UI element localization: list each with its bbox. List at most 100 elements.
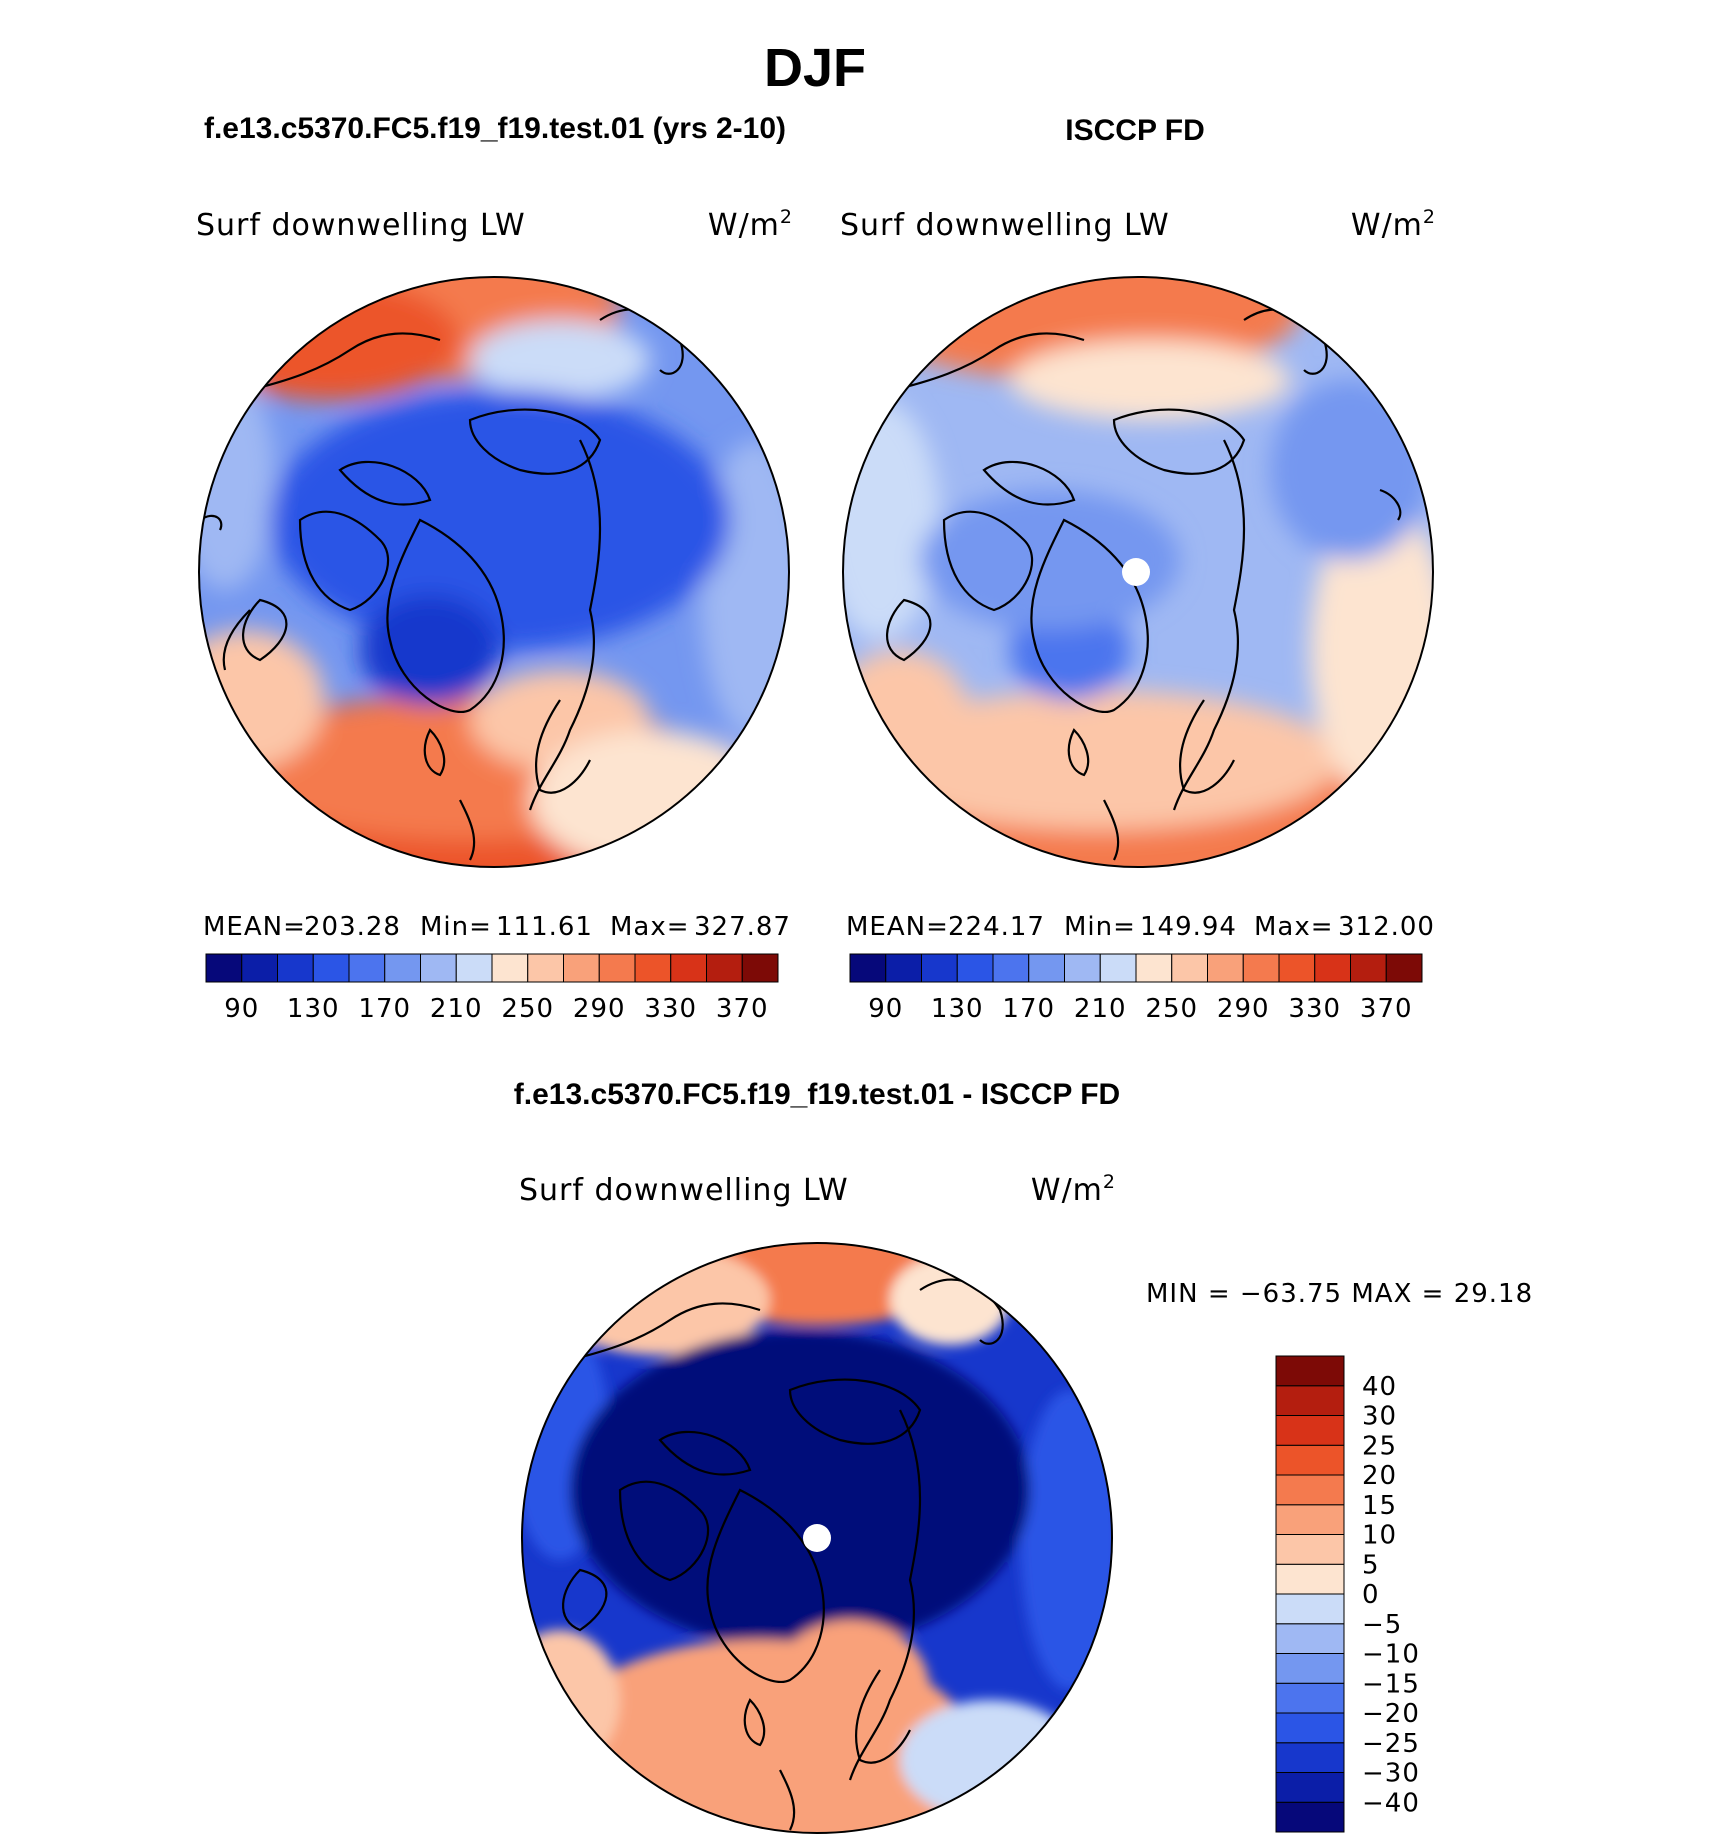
colorbar-tick-label: 290 [573, 994, 626, 1024]
colorbar-swatch [1275, 1653, 1345, 1684]
panel-model-variable: Surf downwelling LW [196, 208, 526, 243]
colorbar-swatch [1385, 953, 1423, 983]
stat-min-label: Min= [1064, 912, 1136, 942]
colorbar-tick-label: 10 [1362, 1521, 1397, 1551]
colorbar-swatch [1275, 1504, 1345, 1535]
colorbar-tick-label: 250 [1145, 994, 1198, 1024]
stat-mean-label: MEAN= [203, 912, 306, 942]
colorbar-swatch [1171, 953, 1208, 983]
panel-model-map-border [198, 276, 790, 868]
colorbar-swatch [1350, 953, 1387, 983]
field-warm-atlantic [860, 690, 1340, 830]
diff-minmax: MIN = −63.75 MAX = 29.18 [1146, 1279, 1533, 1309]
panel-model-stats: MEAN= 203.28 Min= 111.61 Max= 327.87 [203, 912, 791, 942]
panel-diff-variable: Surf downwelling LW [519, 1173, 849, 1208]
colorbar-tick-label: 170 [358, 994, 411, 1024]
colorbar-tick-label: 210 [1074, 994, 1127, 1024]
colorbar-tick-label: −40 [1362, 1788, 1420, 1818]
field-east-light [1270, 380, 1430, 560]
colorbar-swatch [670, 953, 707, 983]
colorbar-tick-label: 330 [644, 994, 697, 1024]
colorbar-swatch [348, 953, 386, 983]
colorbar-tick-label: 130 [287, 994, 340, 1024]
colorbar-tick-label: 5 [1362, 1550, 1380, 1580]
stat-mean-value: 224.17 [948, 912, 1045, 942]
colorbar-swatch [634, 953, 672, 983]
colorbar-swatch [1275, 1682, 1345, 1714]
colorbar-swatch [885, 953, 922, 983]
colorbar-swatch [992, 953, 1030, 983]
colorbar-swatch [241, 953, 278, 983]
colorbar-swatch [1275, 1474, 1345, 1506]
colorbar-tick-label: 25 [1362, 1431, 1397, 1461]
field-cold-core [270, 390, 730, 650]
colorbar-swatch [277, 953, 314, 983]
colorbar-tick-label: 370 [1360, 994, 1413, 1024]
colorbar-tick-label: 40 [1362, 1372, 1397, 1402]
panel-diff-map [522, 1243, 1112, 1833]
stat-max-value: 327.87 [694, 912, 791, 942]
colorbar-swatch [1099, 953, 1137, 983]
colorbar-swatch [921, 953, 958, 983]
colorbar-tick-label: 90 [224, 994, 259, 1024]
field-mid-blue [920, 490, 1180, 630]
coastlines [886, 308, 1402, 861]
panel-diff-units: W/m2 [1031, 1171, 1116, 1208]
panel-diff: f.e13.c5370.FC5.f19_f19.test.01 - ISCCP … [514, 1078, 1533, 1834]
colorbar-swatch [1275, 1355, 1345, 1387]
colorbar-swatch [563, 953, 600, 983]
colorbar-tick-label: 370 [716, 994, 769, 1024]
stat-mean-value: 203.28 [304, 912, 401, 942]
panel-obs-map [843, 277, 1433, 867]
colorbar-tick-label: −30 [1362, 1759, 1420, 1789]
colorbar-swatch [1275, 1623, 1345, 1654]
colorbar-tick-label: 20 [1362, 1461, 1397, 1491]
panel-obs-units: W/m2 [1351, 206, 1436, 243]
colorbar-swatch [1275, 1712, 1345, 1744]
colorbar-tick-label: 130 [931, 994, 984, 1024]
colorbar-swatch [455, 953, 493, 983]
field-warm-europe [530, 730, 770, 867]
stat-max-label: Max= [610, 912, 690, 942]
colorbar-swatch [1275, 1563, 1345, 1595]
panel-model-map [199, 277, 789, 867]
field-east-mid [1020, 1390, 1112, 1690]
field-warm-southeast [770, 1620, 930, 1760]
colorbar-swatch [1275, 1593, 1345, 1625]
colorbar-tick-label: −25 [1362, 1729, 1420, 1759]
colorbar-tick-label: 30 [1362, 1402, 1397, 1432]
colorbar-tick-label: 250 [501, 994, 554, 1024]
colorbar-tick-label: −15 [1362, 1669, 1420, 1699]
colorbar-swatch [741, 953, 779, 983]
panel-model-units: W/m2 [708, 206, 793, 243]
colorbar-tick-label: 15 [1362, 1491, 1397, 1521]
colorbar-tick-label: 0 [1362, 1580, 1380, 1610]
field-west-light [199, 370, 275, 590]
colorbar-swatch [1275, 1801, 1345, 1833]
stat-max-value: 312.00 [1338, 912, 1435, 942]
field-pale-southeast [900, 1700, 1080, 1820]
colorbar-swatch [1314, 953, 1351, 983]
stat-mean-label: MEAN= [846, 912, 949, 942]
colorbar-swatch [205, 953, 243, 983]
field-west-pale [843, 400, 940, 640]
colorbar-tick-label: 290 [1217, 994, 1270, 1024]
colorbar-tick-label: 90 [868, 994, 903, 1024]
panel-diff-map-border [521, 1242, 1113, 1834]
coastlines [562, 1278, 1004, 1831]
colorbar-swatch [956, 953, 994, 983]
figure-title: DJF [764, 38, 866, 98]
colorbar-tick-label: 210 [430, 994, 483, 1024]
colorbar-swatch [1278, 953, 1316, 983]
colorbar-swatch [1275, 1444, 1345, 1476]
panel-diff-title: f.e13.c5370.FC5.f19_f19.test.01 - ISCCP … [514, 1078, 1120, 1111]
pole-gap [1122, 558, 1150, 586]
panel-model-title: f.e13.c5370.FC5.f19_f19.test.01 (yrs 2-1… [204, 112, 786, 145]
colorbar-swatch [1207, 953, 1244, 983]
stat-min-value: 111.61 [496, 912, 593, 942]
colorbar-tick-label: 330 [1288, 994, 1341, 1024]
stat-max-label: Max= [1254, 912, 1334, 942]
panel-obs-stats: MEAN= 224.17 Min= 149.94 Max= 312.00 [846, 912, 1435, 942]
